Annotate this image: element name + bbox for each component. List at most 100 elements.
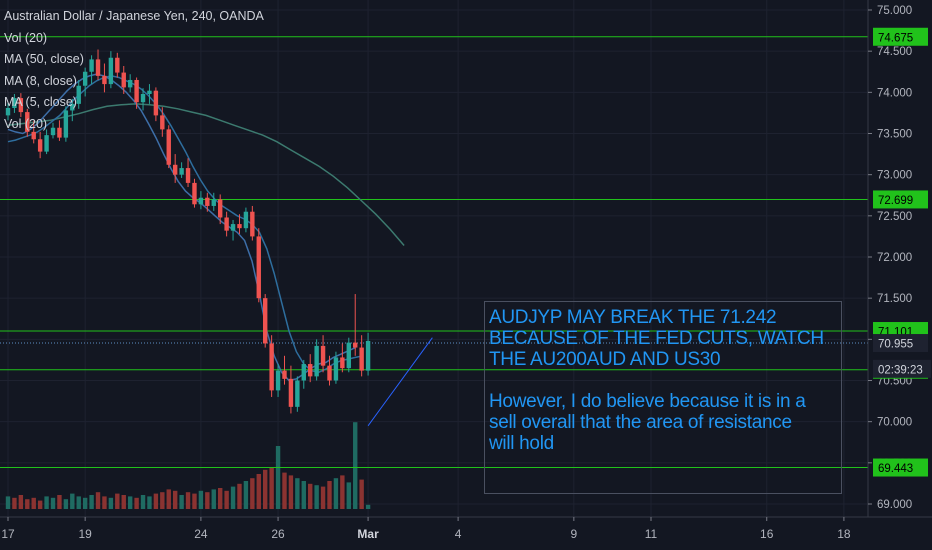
candle-body[interactable] — [89, 59, 94, 72]
candle-body[interactable] — [134, 79, 139, 103]
candle-body[interactable] — [63, 110, 69, 138]
candle-body[interactable] — [108, 57, 114, 85]
candle-body[interactable] — [102, 75, 107, 85]
candle-body[interactable] — [179, 168, 184, 175]
candle-body[interactable] — [282, 370, 287, 379]
candle-body[interactable] — [256, 236, 261, 299]
volume-bar — [230, 486, 236, 509]
note-line-6: sell overall that the area of resistance — [489, 412, 792, 433]
volume-bar — [76, 496, 81, 509]
volume-bar — [295, 478, 300, 509]
candle-body[interactable] — [166, 129, 171, 165]
candle-body[interactable] — [269, 343, 274, 391]
candle-body[interactable] — [172, 164, 178, 175]
candle-body[interactable] — [95, 59, 101, 76]
candle-body[interactable] — [320, 345, 326, 366]
candle-body[interactable] — [359, 347, 364, 371]
candle-body[interactable] — [333, 357, 339, 381]
candle-body[interactable] — [70, 103, 75, 111]
level-label-box[interactable] — [873, 458, 928, 477]
candle-body[interactable] — [12, 98, 17, 108]
candle-body[interactable] — [147, 90, 152, 94]
volume-bar — [314, 485, 319, 509]
volume-bar — [115, 493, 120, 509]
candle-body[interactable] — [217, 199, 223, 218]
volume-bar — [192, 493, 197, 509]
candle-body[interactable] — [25, 112, 30, 132]
candle-body[interactable] — [263, 298, 268, 344]
volume-bar — [108, 497, 114, 509]
candle-body[interactable] — [198, 197, 204, 205]
candle-body[interactable] — [140, 93, 146, 103]
volume-bar — [269, 467, 274, 509]
candle-body[interactable] — [50, 127, 56, 136]
candle-body[interactable] — [211, 199, 216, 206]
level-label-box[interactable] — [873, 190, 928, 209]
candle-body[interactable] — [346, 342, 351, 369]
volume-bar — [301, 481, 306, 509]
time-tick-9: 9 — [570, 527, 577, 541]
price-tick-label: 72.000 — [877, 252, 912, 264]
candle-body[interactable] — [314, 345, 319, 377]
candle-body[interactable] — [44, 135, 49, 152]
candle-body[interactable] — [31, 131, 36, 140]
volume-bar — [282, 472, 287, 509]
candle-body[interactable] — [115, 57, 120, 73]
legend-ma-50[interactable]: MA (50, close) — [4, 52, 84, 67]
price-tick-label: 74.500 — [877, 46, 912, 58]
volume-bar — [256, 474, 261, 509]
time-axis[interactable] — [0, 517, 932, 550]
candle-body[interactable] — [224, 217, 229, 231]
candle-body[interactable] — [205, 197, 210, 206]
candle-body[interactable] — [353, 342, 358, 348]
time-tick-18: 18 — [837, 527, 851, 541]
candle-body[interactable] — [76, 85, 81, 104]
candle-body[interactable] — [230, 224, 236, 231]
legend-ma-8[interactable]: MA (8, close) — [4, 73, 77, 88]
candle-body[interactable] — [5, 107, 11, 116]
note-line-1: AUDJYP MAY BREAK THE 71.242 — [489, 307, 777, 328]
note-line-2: BECAUSE OF THE FED CUTS, WATCH — [489, 328, 824, 349]
candle-body[interactable] — [301, 364, 306, 381]
current-price-label: 70.955 — [878, 339, 913, 351]
legend-ma-5[interactable]: MA (5, close) — [4, 95, 77, 110]
volume-bar — [127, 496, 133, 509]
candle-body[interactable] — [340, 357, 345, 369]
price-axis[interactable] — [868, 0, 932, 550]
candle-body[interactable] — [275, 370, 281, 391]
candle-body[interactable] — [243, 211, 249, 229]
volume-bar — [275, 446, 281, 509]
candle-body[interactable] — [250, 211, 255, 237]
text-annotation-box[interactable]: AUDJYP MAY BREAK THE 71.242 BECAUSE OF T… — [484, 301, 842, 494]
candle-body[interactable] — [127, 79, 133, 88]
candle-body[interactable] — [288, 378, 294, 407]
volume-bar — [95, 492, 101, 509]
level-label-box[interactable] — [873, 27, 928, 46]
candle-body[interactable] — [153, 90, 159, 116]
volume-bar — [82, 497, 88, 509]
candle-body[interactable] — [121, 72, 126, 88]
candle-body[interactable] — [295, 380, 300, 407]
candle-body[interactable] — [308, 364, 313, 377]
price-tick-label: 75.000 — [877, 5, 912, 17]
legend-volume-2[interactable]: Vol (20) — [4, 116, 48, 131]
candle-body[interactable] — [18, 98, 24, 113]
volume-bar — [308, 483, 313, 509]
candle-body[interactable] — [160, 115, 165, 130]
legend-volume[interactable]: Vol (20) — [4, 30, 48, 45]
candle-body[interactable] — [237, 224, 242, 229]
volume-bar — [320, 486, 326, 509]
candle-body[interactable] — [192, 182, 197, 205]
volume-bar — [121, 495, 126, 509]
trend-line[interactable] — [367, 337, 433, 427]
candle-body[interactable] — [82, 71, 88, 86]
candle-body[interactable] — [327, 365, 332, 381]
legend-symbol-title[interactable]: Australian Dollar / Japanese Yen, 240, O… — [4, 9, 264, 23]
candle-body[interactable] — [37, 139, 43, 152]
volume-bar — [57, 495, 62, 509]
candle-body[interactable] — [185, 168, 191, 183]
time-tick-17: 17 — [1, 527, 15, 541]
candle-body[interactable] — [57, 127, 62, 138]
candle-body[interactable] — [365, 340, 371, 371]
